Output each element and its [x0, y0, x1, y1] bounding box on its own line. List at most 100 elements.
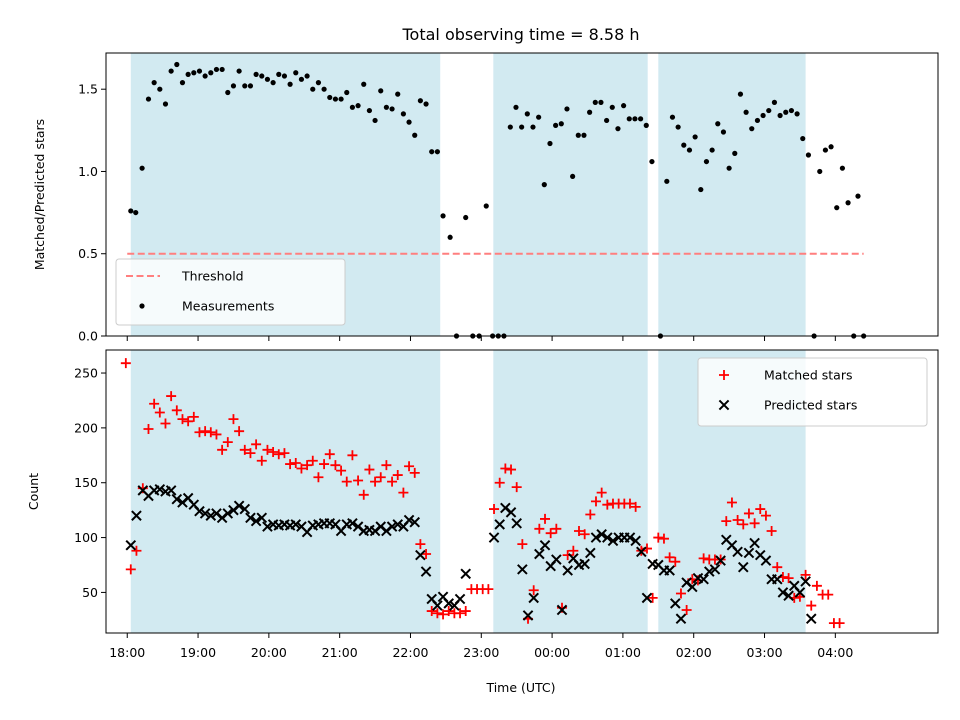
observing-window-3: [658, 53, 806, 336]
matched-stars-point: [732, 515, 743, 526]
legend-label: Threshold: [181, 269, 244, 284]
measurements-point: [587, 109, 593, 115]
measurements-point: [315, 80, 322, 86]
measurements-point: [327, 94, 333, 101]
measurements-point: [366, 107, 373, 114]
measurements-point: [592, 99, 598, 105]
matched-stars-point: [131, 545, 142, 556]
measurements-point: [626, 116, 632, 122]
measurements-point: [270, 80, 276, 86]
y-tick-label: 250: [74, 366, 98, 381]
legend-box: [697, 357, 928, 427]
predicted-stars-point: [443, 598, 455, 609]
measurements-point: [845, 200, 851, 206]
matched-stars-point: [347, 450, 358, 461]
matched-stars-point: [749, 518, 760, 529]
matched-stars-point: [353, 475, 364, 486]
predicted-stars-point: [556, 604, 568, 616]
matched-stars-point: [545, 528, 556, 539]
measurements-point: [389, 106, 395, 112]
measurements-point: [732, 150, 738, 156]
matched-stars-point: [285, 459, 296, 470]
measurements-point: [440, 213, 446, 219]
measurements-point: [361, 81, 367, 87]
predicted-stars-point: [715, 555, 726, 566]
predicted-stars-point: [432, 600, 443, 611]
predicted-stars-point: [511, 518, 522, 529]
y-tick-label: 1.5: [78, 82, 98, 97]
predicted-stars-point: [205, 510, 217, 521]
predicted-stars-point: [562, 565, 573, 576]
measurements-point: [828, 144, 834, 150]
matched-stars-point: [228, 414, 239, 425]
matched-stars-point: [590, 496, 601, 507]
legend-swatch: [719, 370, 729, 380]
predicted-stars-point: [347, 518, 358, 529]
predicted-stars-point: [749, 537, 760, 549]
count-points: [120, 358, 845, 629]
measurements-point: [649, 158, 655, 165]
matched-stars-point: [415, 539, 426, 550]
measurements-point: [715, 121, 721, 127]
ratio-x-ticks: [126, 336, 836, 341]
predicted-stars-point: [771, 573, 783, 585]
matched-stars-point: [517, 539, 528, 550]
measurement-points: [128, 61, 867, 339]
predicted-stars-point: [630, 535, 641, 547]
measurements-point: [513, 104, 519, 110]
predicted-stars-point: [403, 514, 415, 526]
measurements-point: [766, 107, 772, 114]
matched-stars-point: [772, 562, 783, 573]
matched-stars-point: [432, 608, 443, 619]
measurements-point: [151, 80, 157, 86]
predicted-stars-point: [777, 587, 789, 598]
measurements-point: [788, 107, 795, 114]
measurements-point: [726, 165, 732, 171]
measurements-point: [225, 89, 231, 96]
matched-stars-point: [630, 501, 641, 512]
matched-stars-point: [823, 589, 834, 600]
matched-stars-point: [500, 463, 511, 474]
measurements-point: [800, 135, 806, 142]
predicted-stars-point: [805, 613, 817, 625]
matched-stars-point: [239, 444, 250, 455]
legend-swatch: [718, 399, 730, 411]
matched-stars-point: [166, 391, 177, 402]
measurements-point: [253, 71, 259, 77]
matched-stars-point: [551, 523, 562, 534]
measurements-point: [754, 117, 761, 124]
matched-stars-point: [811, 580, 822, 591]
x-tick-label: 00:00: [534, 645, 570, 660]
measurements-point: [133, 209, 139, 216]
measurements-point: [196, 68, 203, 74]
predicted-stars-point: [698, 573, 709, 585]
y-tick-label: 1.0: [78, 164, 98, 179]
matched-stars-point: [319, 459, 330, 470]
legend-label: Measurements: [182, 299, 274, 314]
y-tick-label: 0.5: [78, 246, 98, 261]
measurements-point: [692, 134, 698, 140]
predicted-stars-point: [154, 483, 166, 495]
measurements-point: [162, 101, 169, 107]
measurements-point: [417, 98, 423, 104]
measurements-point: [698, 186, 704, 193]
measurements-point: [609, 104, 615, 110]
matched-stars-point: [506, 464, 517, 475]
matched-stars-point: [149, 398, 160, 409]
measurements-point: [412, 132, 418, 138]
measurements-point: [541, 182, 547, 188]
measurements-point: [737, 91, 744, 97]
legend-label: Predicted stars: [764, 398, 857, 413]
matched-stars-point: [205, 427, 216, 438]
matched-stars-point: [387, 476, 398, 487]
measurements-point: [213, 66, 220, 73]
matched-stars-point: [760, 510, 771, 521]
predicted-stars-point: [596, 528, 607, 540]
measurements-point: [615, 126, 621, 132]
predicted-stars-point: [290, 519, 302, 530]
predicted-stars-point: [641, 592, 653, 604]
matched-stars-point: [364, 464, 375, 475]
x-tick-label: 03:00: [747, 645, 783, 660]
measurements-point: [743, 109, 749, 115]
ratio-y-ticks: 0.0 0.5 1.0 1.5: [78, 82, 106, 344]
